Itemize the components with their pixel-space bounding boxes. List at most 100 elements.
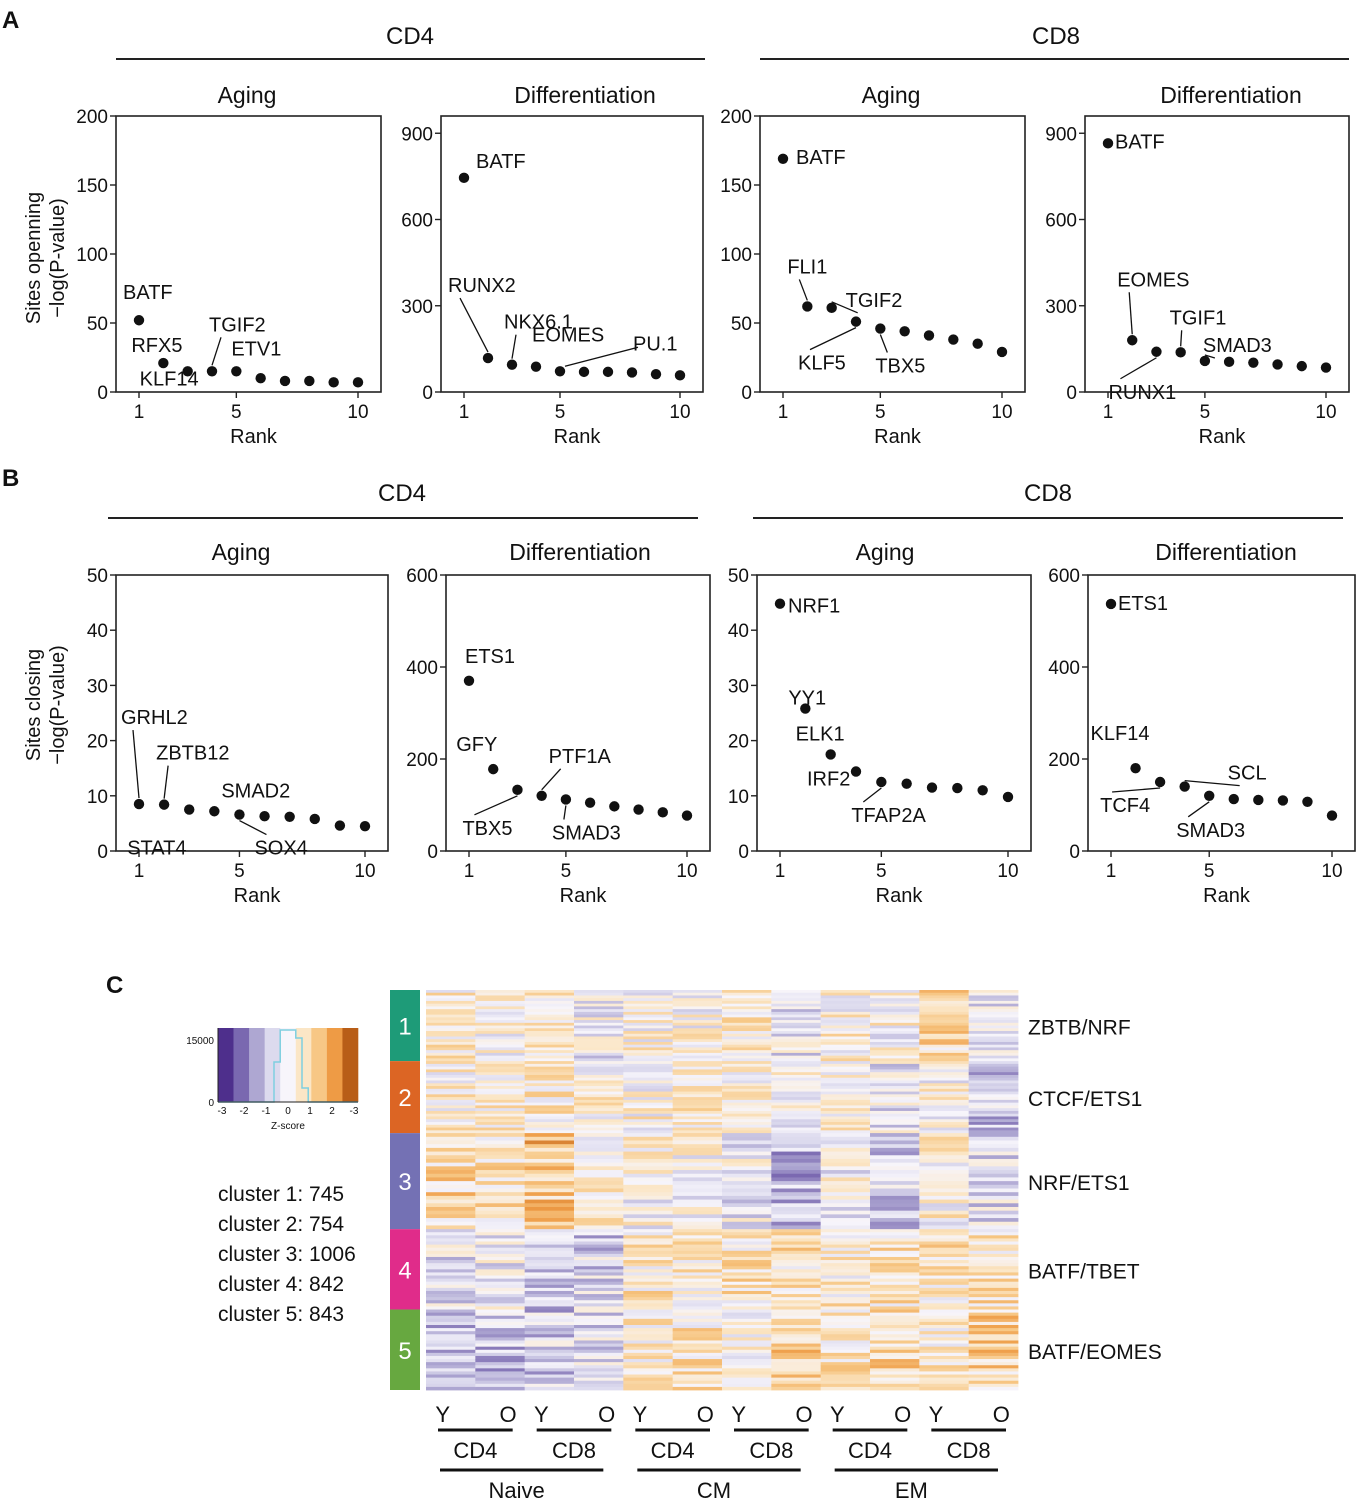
heatmap-cell xyxy=(524,1250,575,1255)
heatmap-cell xyxy=(426,1061,476,1065)
heatmap-cell xyxy=(623,1244,674,1249)
heatmap-cell xyxy=(919,1312,970,1317)
heatmap-cell xyxy=(623,1188,674,1193)
cell-type-label: CD8 xyxy=(947,1438,991,1463)
heatmap-cell xyxy=(574,1130,624,1134)
heatmap-cell xyxy=(426,1000,476,1005)
heatmap-cell xyxy=(524,1088,575,1092)
heatmap-cell xyxy=(722,1266,772,1270)
heatmap-cell xyxy=(672,1365,723,1369)
heatmap-cell xyxy=(771,1294,822,1298)
motif-label: BATF xyxy=(796,147,846,169)
heatmap-cell xyxy=(426,1058,476,1062)
heatmap-cell xyxy=(623,1297,674,1301)
y-tick-label: 600 xyxy=(401,211,433,232)
heatmap-cell xyxy=(574,1097,624,1101)
heatmap-cell xyxy=(475,1232,526,1236)
y-tick-label: 10 xyxy=(728,787,749,808)
heatmap-cell xyxy=(771,1025,822,1029)
heatmap-cell xyxy=(623,1136,674,1141)
heatmap-cell xyxy=(771,1086,822,1090)
label-leader xyxy=(809,327,857,351)
heatmap-cell xyxy=(574,1102,624,1106)
motif-label: EOMES xyxy=(532,325,604,347)
heatmap-cell xyxy=(820,1074,871,1079)
heatmap-cell xyxy=(672,1371,723,1375)
heatmap-cell xyxy=(919,1091,970,1095)
heatmap-cell xyxy=(475,992,526,996)
heatmap-cell xyxy=(820,1362,871,1366)
heatmap-cell xyxy=(672,1050,723,1054)
heatmap-cell xyxy=(623,1017,674,1021)
heatmap-cell xyxy=(574,1235,624,1239)
heatmap-cell xyxy=(574,1105,624,1109)
heatmap-cell xyxy=(524,1011,575,1016)
y-tick-label: 400 xyxy=(406,658,438,679)
heatmap-cell xyxy=(672,1321,723,1326)
heatmap-cell xyxy=(968,1206,1019,1212)
heatmap-cell xyxy=(968,1050,1019,1054)
heatmap-cell xyxy=(771,1343,822,1348)
heatmap-cell xyxy=(968,1033,1019,1037)
heatmap-cell xyxy=(672,1140,723,1145)
heatmap-cell xyxy=(623,1025,674,1029)
heatmap-cell xyxy=(672,1214,723,1219)
heatmap-cell xyxy=(968,1269,1019,1273)
heatmap-cell xyxy=(870,1218,920,1223)
heatmap-cell xyxy=(475,1124,526,1128)
cluster-count: cluster 4: 842 xyxy=(218,1273,344,1296)
heatmap-cell xyxy=(524,1235,575,1239)
heatmap-cell xyxy=(820,995,871,999)
heatmap-cell xyxy=(722,1269,772,1273)
heatmap-cell xyxy=(475,1069,526,1073)
heatmap-cell xyxy=(870,1256,920,1261)
heatmap-cell xyxy=(771,1147,822,1152)
data-point-rank-9 xyxy=(1296,360,1307,372)
heatmap-cell xyxy=(524,1266,575,1270)
heatmap-cell xyxy=(672,1099,723,1104)
heatmap-cell xyxy=(968,1315,1019,1320)
heatmap-cell xyxy=(475,1321,526,1326)
x-tick-label: 5 xyxy=(875,402,886,423)
cell-type-label: CD4 xyxy=(848,1438,892,1463)
heatmap-cell xyxy=(524,1144,575,1149)
plot-frame xyxy=(1087,574,1356,852)
heatmap-cell xyxy=(820,1058,871,1062)
heatmap-cell xyxy=(968,1284,1019,1289)
heatmap-cell xyxy=(524,1158,575,1164)
data-point-rank-5 xyxy=(234,809,245,820)
heatmap-cell xyxy=(722,1044,772,1048)
heatmap-cell xyxy=(524,1188,575,1193)
data-point-rank-6 xyxy=(584,797,596,808)
heatmap-cell xyxy=(919,1321,970,1326)
heatmap-cell xyxy=(475,1144,526,1149)
legend-tick: 2 xyxy=(329,1106,335,1117)
heatmap-cell xyxy=(623,1050,674,1054)
heatmap-cell xyxy=(623,1225,674,1230)
heatmap-cell xyxy=(574,1151,624,1156)
heatmap-cell xyxy=(919,1017,970,1021)
heatmap-cell xyxy=(870,1244,920,1249)
heatmap-cell xyxy=(524,1025,575,1029)
heatmap-cell xyxy=(722,1214,772,1219)
heatmap-cell xyxy=(475,1371,526,1375)
heatmap-cell xyxy=(968,1039,1019,1043)
heatmap-cell xyxy=(722,1355,772,1360)
heatmap-cell xyxy=(771,1229,822,1233)
heatmap-cell xyxy=(426,1158,476,1164)
heatmap-cell xyxy=(426,1136,476,1141)
heatmap-cell xyxy=(426,1033,476,1037)
heatmap-cell xyxy=(722,1321,772,1326)
heatmap-cell xyxy=(426,1337,476,1341)
heatmap-cell xyxy=(623,1052,674,1057)
heatmap-cell xyxy=(475,1275,526,1280)
heatmap-cell xyxy=(524,1225,575,1230)
heatmap-cell xyxy=(672,1136,723,1141)
heatmap-cell xyxy=(574,1177,624,1182)
motif-label: TBX5 xyxy=(462,818,512,840)
heatmap-cell xyxy=(426,1281,476,1286)
cell-type-label: CD8 xyxy=(749,1438,793,1463)
data-point-rank-4 xyxy=(206,366,218,377)
heatmap-cell xyxy=(968,1017,1019,1021)
heatmap-cell xyxy=(623,1229,674,1233)
